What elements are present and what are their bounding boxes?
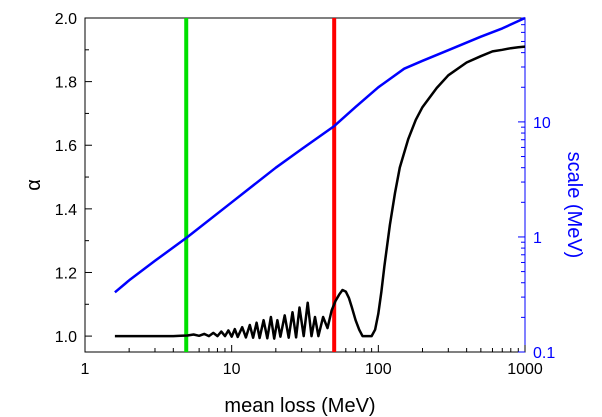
y-tick-label: 1.0 [55, 329, 77, 346]
x-tick-label: 10 [223, 361, 241, 378]
y2-tick-label: 1 [533, 230, 542, 247]
y2-tick-label: 10 [533, 115, 551, 132]
x-tick-label: 1000 [507, 361, 543, 378]
y2-axis-label: scale (MeV) [563, 152, 585, 259]
y-tick-label: 2.0 [55, 11, 77, 28]
tick-label-layer: 1 10 100 1000 1.0 1.2 1.4 1.6 1.8 2.0 0.1 1 10 [55, 11, 556, 378]
x-axis-label: mean loss (MeV) [224, 395, 375, 417]
y-tick-label: 1.4 [55, 202, 77, 219]
y-tick-label: 1.6 [55, 138, 77, 155]
y-axis-label: α [23, 179, 45, 191]
y-tick-label: 1.8 [55, 75, 77, 92]
alpha-series-line [114, 45, 526, 340]
scale-series-line [114, 16, 526, 294]
x-tick-label: 1 [81, 361, 90, 378]
series-layer [114, 16, 526, 340]
x-tick-label: 100 [365, 361, 392, 378]
y-tick-label: 1.2 [55, 265, 77, 282]
tick-layer [84, 17, 526, 353]
y2-tick-label: 0.1 [533, 345, 555, 362]
vertical-marker-lines [184, 18, 337, 352]
